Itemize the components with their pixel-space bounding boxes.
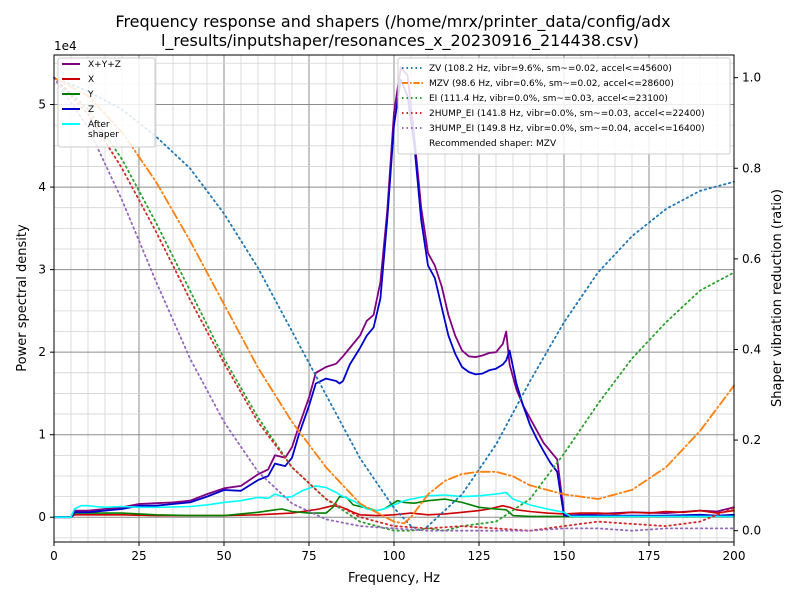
legend-label: X — [88, 75, 94, 85]
series-line-mzv — [53, 76, 735, 525]
legend-left-box — [57, 57, 156, 148]
y2-tick-label: 0.0 — [742, 524, 761, 538]
series-line-2hump_ei — [53, 76, 735, 532]
y2-axis-label: Shaper vibration reduction (ratio) — [770, 189, 785, 407]
legend-right-box — [397, 57, 731, 155]
y-tick-label: 1 — [38, 428, 46, 442]
x-axis-label: Frequency, Hz — [348, 571, 440, 586]
y-tick-label: 0 — [38, 510, 46, 524]
y-tick-label: 5 — [38, 98, 46, 112]
legend-label: Recommended shaper: MZV — [429, 139, 557, 149]
y-tick-label: 2 — [38, 345, 46, 359]
series-line-3hump_ei — [53, 76, 735, 532]
axes: 0 25 50 75 100 125 150 175 200 0 1 2 3 4 5 0.0 0.2 0.4 0.6… — [38, 71, 761, 563]
y-tick-label: 4 — [38, 180, 46, 194]
series-layer — [53, 66, 735, 532]
series-line-y — [53, 495, 735, 519]
x-tick-label: 0 — [50, 549, 58, 563]
chart-title-line-1: Frequency response and shapers (/home/mr… — [115, 12, 670, 32]
chart-title-line-2: l_results/inputshaper/resonances_x_20230… — [161, 31, 639, 51]
y-tick-label: 3 — [38, 263, 46, 277]
x-tick-label: 100 — [383, 549, 406, 563]
series-line-ei — [53, 76, 735, 532]
legend-label: 2HUMP_EI (141.8 Hz, vibr=0.0%, sm~=0.03,… — [429, 109, 705, 119]
legend-label: X+Y+Z — [88, 60, 121, 70]
y2-tick-label: 0.8 — [742, 161, 761, 175]
x-tick-label: 150 — [553, 549, 576, 563]
series-line-zv — [53, 76, 735, 532]
x-tick-label: 50 — [216, 549, 231, 563]
y-axis-label: Power spectral density — [15, 224, 30, 372]
y2-tick-label: 1.0 — [742, 71, 761, 85]
x-tick-label: 25 — [131, 549, 146, 563]
legend-label: 3HUMP_EI (149.8 Hz, vibr=0.0%, sm~=0.04,… — [429, 124, 705, 134]
legend-label: shaper — [88, 130, 119, 140]
offset-text: 1e4 — [54, 39, 77, 53]
legend-right: ZV (108.2 Hz, vibr=9.6%, sm~=0.02, accel… — [397, 57, 731, 155]
x-tick-label: 200 — [723, 549, 746, 563]
legend-label: MZV (98.6 Hz, vibr=0.6%, sm~=0.02, accel… — [429, 79, 674, 89]
y2-tick-label: 0.2 — [742, 433, 761, 447]
legend-label: Y — [87, 90, 94, 100]
legend-label: After — [88, 120, 110, 130]
x-tick-label: 175 — [638, 549, 661, 563]
series-line-after-shaper — [53, 485, 735, 519]
legend-label: EI (111.4 Hz, vibr=0.0%, sm~=0.03, accel… — [429, 94, 668, 104]
x-tick-label: 125 — [468, 549, 491, 563]
legend-label: Z — [88, 105, 94, 115]
y2-tick-label: 0.6 — [742, 252, 761, 266]
legend-label: ZV (108.2 Hz, vibr=9.6%, sm~=0.02, accel… — [429, 64, 672, 74]
y2-tick-label: 0.4 — [742, 342, 761, 356]
x-tick-label: 75 — [301, 549, 316, 563]
